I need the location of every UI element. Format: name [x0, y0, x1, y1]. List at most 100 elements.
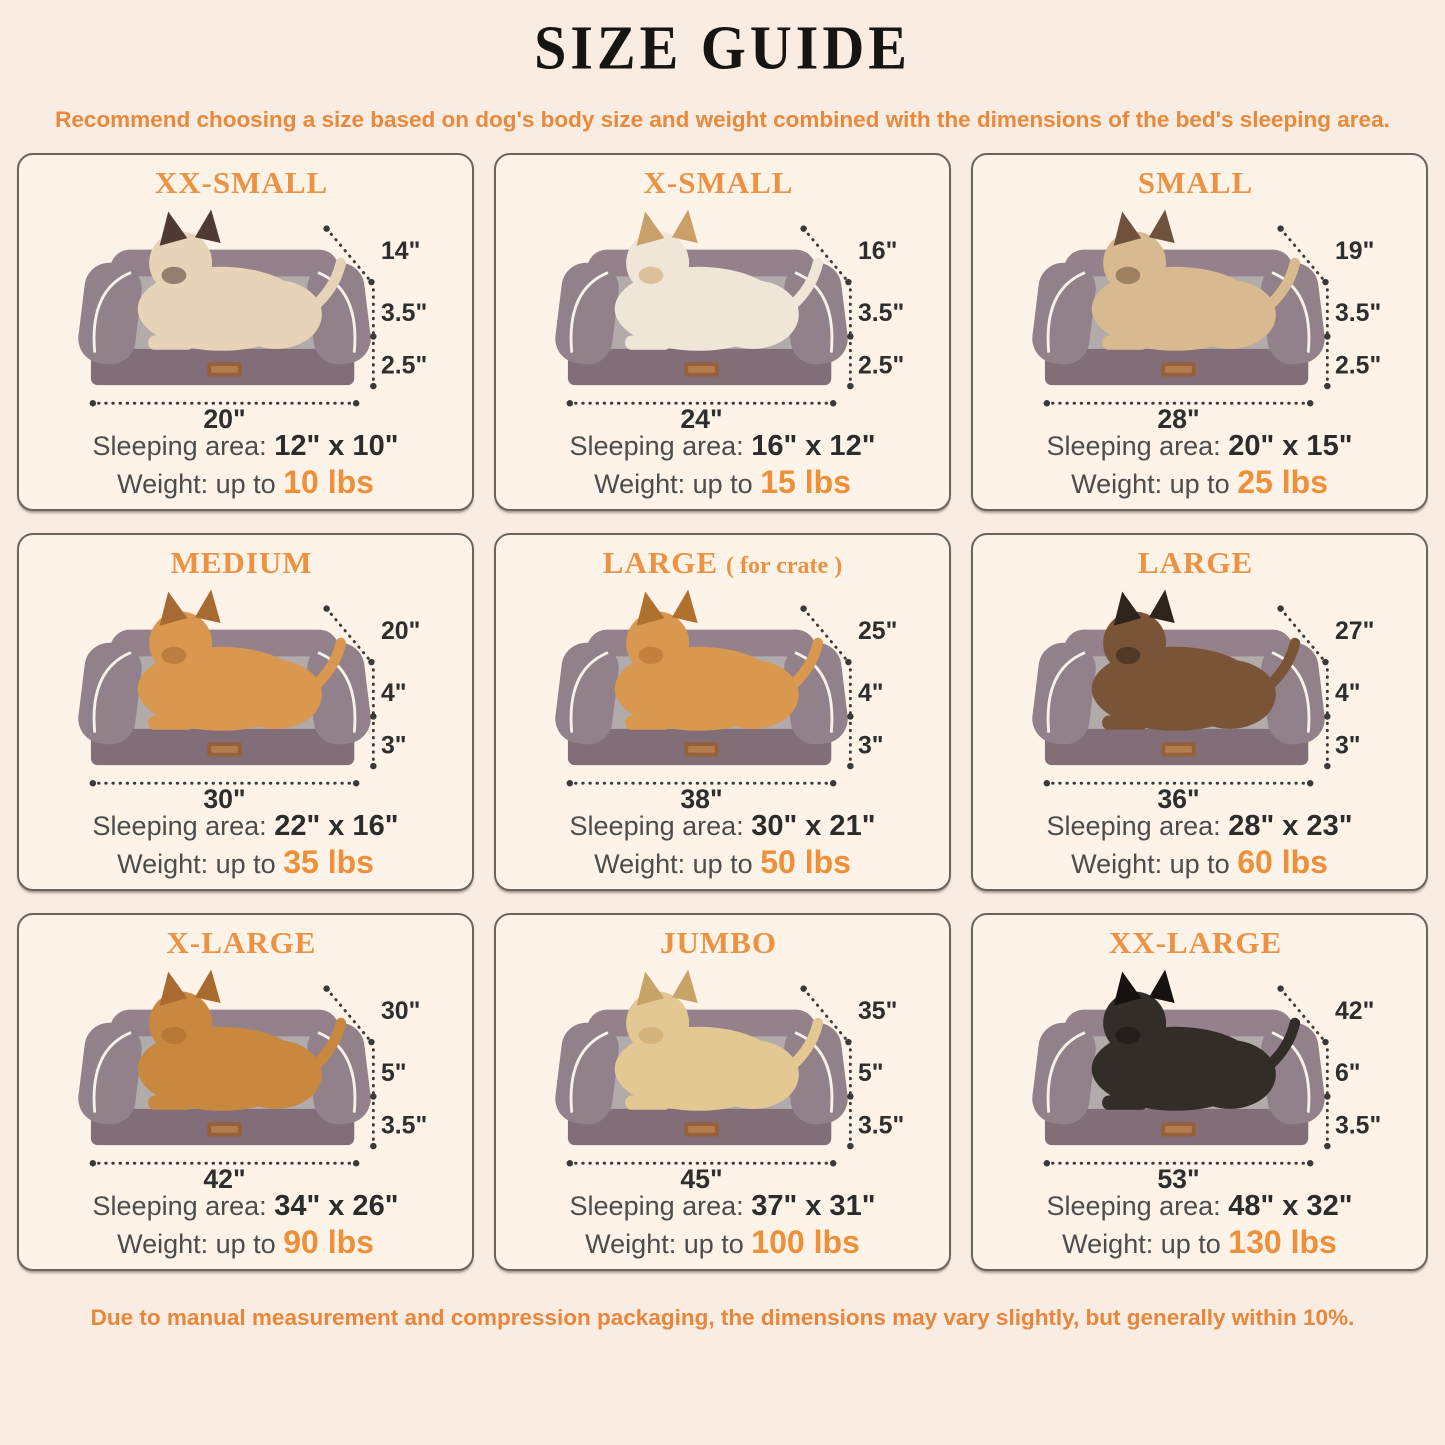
- weight-text: Weight: up to 90 lbs: [117, 1224, 374, 1261]
- sleeping-area-text: Sleeping area: 20" x 15": [1046, 430, 1353, 462]
- card-title: SMALL: [1138, 167, 1261, 198]
- dim-bolster-height: 4": [381, 680, 407, 707]
- weight-text: Weight: up to 100 lbs: [585, 1224, 860, 1261]
- size-name: XX-SMALL: [154, 165, 329, 200]
- dim-depth: 14": [381, 238, 420, 265]
- dim-base-height: 3.5": [1335, 1113, 1381, 1140]
- dim-depth: 16": [858, 238, 897, 265]
- size-name: SMALL: [1137, 165, 1254, 200]
- card-title: LARGE ( for crate ): [603, 547, 842, 578]
- dim-base-height: 3.5": [858, 1113, 904, 1140]
- weight-value: 60 lbs: [1237, 844, 1328, 881]
- card-title: XX-SMALL: [155, 167, 336, 198]
- weight-value: 35 lbs: [283, 844, 374, 881]
- weight-text: Weight: up to 10 lbs: [117, 464, 374, 501]
- dim-bolster-height: 3.5": [1335, 300, 1381, 327]
- sleeping-area-value: 28" x 23": [1228, 810, 1353, 842]
- dim-bolster-height: 6": [1335, 1060, 1361, 1087]
- weight-text: Weight: up to 60 lbs: [1071, 844, 1328, 881]
- sleeping-area-value: 12" x 10": [274, 430, 399, 462]
- dim-depth: 25": [858, 618, 897, 645]
- dim-width: 45": [680, 1164, 722, 1189]
- dim-base-height: 3": [858, 733, 884, 760]
- weight-text: Weight: up to 35 lbs: [117, 844, 374, 881]
- size-card-large: LARGE 27" 4" 3" 36" Sleeping area: 28" x…: [971, 533, 1428, 891]
- size-name: MEDIUM: [170, 545, 313, 580]
- pet-bed-illustration-border-collie: 27" 4" 3" 36": [981, 580, 1374, 809]
- sleeping-area-text: Sleeping area: 37" x 31": [569, 1190, 876, 1222]
- size-name: JUMBO: [660, 925, 777, 960]
- dim-bolster-height: 5": [381, 1060, 407, 1087]
- dim-base-height: 2.5": [1335, 353, 1381, 380]
- sleeping-area-text: Sleeping area: 16" x 12": [569, 430, 876, 462]
- sleeping-area-value: 30" x 21": [751, 810, 876, 842]
- weight-value: 90 lbs: [283, 1224, 374, 1261]
- dim-bolster-height: 3.5": [858, 300, 904, 327]
- dim-width: 20": [203, 404, 245, 429]
- card-title: JUMBO: [660, 927, 785, 958]
- dim-depth: 30": [381, 998, 420, 1025]
- dim-width: 28": [1157, 404, 1199, 429]
- dim-base-height: 3": [381, 733, 407, 760]
- dim-depth: 20": [381, 618, 420, 645]
- pet-bed-illustration-shiba-inu: 25" 4" 3" 38": [504, 580, 897, 809]
- dim-width: 24": [680, 404, 722, 429]
- size-card-grid: XX-SMALL 14" 3.5" 2.5" 20" Sleeping area…: [17, 153, 1428, 1271]
- sleeping-area-text: Sleeping area: 12" x 10": [92, 430, 399, 462]
- size-note: ( for crate ): [726, 553, 843, 579]
- footer-note: Due to manual measurement and compressio…: [90, 1305, 1355, 1330]
- sleeping-area-text: Sleeping area: 30" x 21": [569, 810, 876, 842]
- weight-value: 25 lbs: [1237, 464, 1328, 501]
- pet-bed-illustration-maltese-puppy: 16" 3.5" 2.5" 24": [504, 200, 904, 429]
- size-card-large-for-crate: LARGE ( for crate ) 25" 4" 3" 38" Sleepin…: [494, 533, 951, 891]
- page-title: SIZE GUIDE: [534, 12, 911, 83]
- dim-width: 53": [1157, 1164, 1199, 1189]
- weight-value: 130 lbs: [1228, 1224, 1337, 1261]
- card-title: XX-LARGE: [1109, 927, 1290, 958]
- sleeping-area-text: Sleeping area: 28" x 23": [1046, 810, 1353, 842]
- dim-depth: 27": [1335, 618, 1374, 645]
- dim-bolster-height: 5": [858, 1060, 884, 1087]
- sleeping-area-value: 48" x 32": [1228, 1190, 1353, 1222]
- weight-text: Weight: up to 50 lbs: [594, 844, 851, 881]
- size-name: LARGE: [602, 545, 719, 580]
- size-card-xx-large: XX-LARGE 42" 6" 3.5" 53" Sleeping area: …: [971, 913, 1428, 1271]
- weight-text: Weight: up to 130 lbs: [1062, 1224, 1337, 1261]
- size-name: X-LARGE: [166, 925, 317, 960]
- card-title: LARGE: [1138, 547, 1261, 578]
- page-subtitle: Recommend choosing a size based on dog's…: [55, 107, 1390, 132]
- card-title: MEDIUM: [170, 547, 320, 578]
- dim-depth: 42": [1335, 998, 1374, 1025]
- dim-base-height: 3.5": [381, 1113, 427, 1140]
- sleeping-area-text: Sleeping area: 48" x 32": [1046, 1190, 1353, 1222]
- weight-value: 100 lbs: [751, 1224, 860, 1261]
- card-title: X-LARGE: [167, 927, 325, 958]
- sleeping-area-value: 20" x 15": [1228, 430, 1353, 462]
- dim-bolster-height: 3.5": [381, 300, 427, 327]
- size-name: LARGE: [1137, 545, 1254, 580]
- dim-base-height: 2.5": [858, 353, 904, 380]
- size-card-xx-small: XX-SMALL 14" 3.5" 2.5" 20" Sleeping area…: [17, 153, 474, 511]
- size-card-jumbo: JUMBO 35" 5" 3.5" 45" Sleeping area: 37"…: [494, 913, 951, 1271]
- dim-depth: 19": [1335, 238, 1374, 265]
- size-card-medium: MEDIUM 20" 4" 3" 30" Sleeping area: 22" …: [17, 533, 474, 891]
- weight-value: 10 lbs: [283, 464, 374, 501]
- dim-bolster-height: 4": [858, 680, 884, 707]
- sleeping-area-value: 16" x 12": [751, 430, 876, 462]
- dim-depth: 35": [858, 998, 897, 1025]
- weight-value: 15 lbs: [760, 464, 851, 501]
- size-name: XX-LARGE: [1108, 925, 1283, 960]
- dim-base-height: 3": [1335, 733, 1361, 760]
- card-title: X-SMALL: [644, 167, 802, 198]
- sleeping-area-value: 37" x 31": [751, 1190, 876, 1222]
- weight-text: Weight: up to 25 lbs: [1071, 464, 1328, 501]
- pet-bed-illustration-ragdoll-cat: 14" 3.5" 2.5" 20": [27, 200, 427, 429]
- pet-bed-illustration-corgi: 20" 4" 3" 30": [27, 580, 420, 809]
- weight-text: Weight: up to 15 lbs: [594, 464, 851, 501]
- dim-base-height: 2.5": [381, 353, 427, 380]
- dim-width: 30": [203, 784, 245, 809]
- pet-bed-illustration-yellow-labrador: 35" 5" 3.5" 45": [504, 960, 904, 1189]
- size-card-x-large: X-LARGE 30" 5" 3.5" 42" Sleeping area: 3…: [17, 913, 474, 1271]
- sleeping-area-value: 22" x 16": [274, 810, 399, 842]
